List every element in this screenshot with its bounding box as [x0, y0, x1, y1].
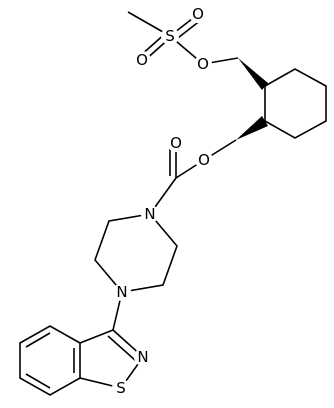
atom-label: S: [116, 379, 126, 397]
label-backdrop: [194, 55, 212, 73]
label-backdrop: [161, 27, 179, 45]
atom-label: N: [144, 205, 155, 223]
atom-label: S: [165, 27, 175, 45]
atom-label: N: [116, 283, 127, 301]
label-backdrop: [141, 205, 159, 223]
label-backdrop: [112, 379, 130, 397]
label-backdrop: [167, 134, 185, 152]
atom-label: O: [197, 55, 209, 73]
atom-label: N: [137, 348, 148, 366]
bonds: [19, 11, 327, 396]
atom-label: O: [198, 151, 210, 169]
label-backdrop: [113, 283, 131, 301]
label-backdrop: [134, 348, 152, 366]
atom-label: O: [136, 51, 148, 69]
label-backdrop: [195, 151, 213, 169]
label-backdrop: [133, 51, 151, 69]
label-backdrop: [189, 5, 207, 23]
atom-label: O: [170, 134, 182, 152]
atom-label: O: [192, 5, 204, 23]
